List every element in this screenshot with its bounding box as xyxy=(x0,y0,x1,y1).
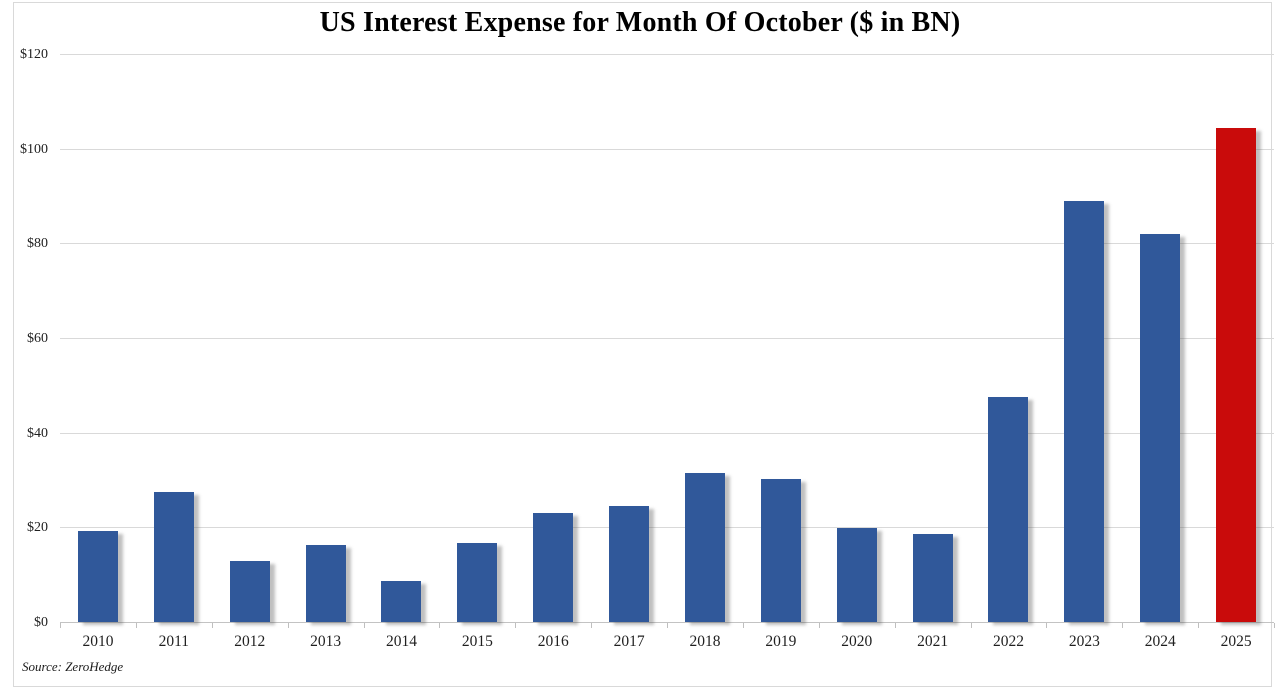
x-tick-mark xyxy=(1122,623,1124,628)
bar-2014 xyxy=(381,581,422,622)
x-tick-label-2016: 2016 xyxy=(537,633,569,650)
x-tick-label-2013: 2013 xyxy=(310,633,342,650)
x-tick-mark xyxy=(970,623,972,628)
bar-2010 xyxy=(77,530,118,622)
x-axis-line xyxy=(60,622,1274,623)
x-tick-mark xyxy=(1046,623,1048,628)
x-tick-label-2010: 2010 xyxy=(82,633,114,650)
x-tick-mark xyxy=(211,623,213,628)
gridline-60 xyxy=(60,338,1274,339)
x-tick-label-2025: 2025 xyxy=(1220,633,1252,650)
x-tick-label-2021: 2021 xyxy=(917,633,949,650)
bar-2017 xyxy=(609,506,650,622)
x-tick-label-2015: 2015 xyxy=(461,633,493,650)
source-note: Source: ZeroHedge xyxy=(22,659,124,674)
bar-2022 xyxy=(988,397,1029,622)
gridline-120 xyxy=(60,54,1274,55)
x-tick-label-2017: 2017 xyxy=(613,633,645,650)
gridline-80 xyxy=(60,243,1274,245)
bar-2023 xyxy=(1064,201,1105,622)
y-tick-label-100: $100 xyxy=(20,141,48,157)
x-tick-mark xyxy=(135,623,137,628)
x-tick-mark xyxy=(60,623,61,628)
chart-title: US Interest Expense for Month Of October… xyxy=(319,7,961,38)
bar-2021 xyxy=(912,533,953,622)
x-tick-label-2019: 2019 xyxy=(765,633,797,650)
bar-2018 xyxy=(684,472,725,622)
x-tick-mark xyxy=(818,623,820,628)
bar-2025 xyxy=(1216,127,1257,622)
x-tick-mark xyxy=(439,623,441,628)
x-tick-mark xyxy=(591,623,593,628)
y-tick-label-120: $120 xyxy=(20,47,48,62)
x-tick-mark xyxy=(667,623,668,628)
x-tick-label-2022: 2022 xyxy=(992,633,1024,650)
x-tick-mark xyxy=(515,623,517,628)
x-tick-mark xyxy=(1198,623,1200,628)
x-tick-label-2024: 2024 xyxy=(1144,633,1176,650)
bar-2016 xyxy=(533,513,574,622)
bar-2019 xyxy=(760,479,801,622)
x-tick-label-2018: 2018 xyxy=(689,633,721,650)
bar-2013 xyxy=(305,544,346,622)
x-tick-label-2012: 2012 xyxy=(234,633,266,650)
bar-2024 xyxy=(1140,234,1181,622)
x-tick-mark xyxy=(363,623,365,628)
y-tick-label-60: $60 xyxy=(27,331,48,346)
bar-2011 xyxy=(153,491,194,622)
x-tick-label-2023: 2023 xyxy=(1068,633,1100,650)
x-tick-label-2020: 2020 xyxy=(841,633,873,650)
gridline-20 xyxy=(60,527,1274,529)
bar-2012 xyxy=(229,561,270,622)
y-tick-label-0: $0 xyxy=(34,615,48,630)
gridline-100 xyxy=(60,148,1274,150)
gridline-40 xyxy=(60,432,1274,434)
x-tick-label-2014: 2014 xyxy=(385,633,417,650)
x-tick-mark xyxy=(1274,623,1275,628)
y-tick-label-80: $80 xyxy=(27,236,48,252)
bar-2015 xyxy=(457,542,498,622)
y-tick-label-20: $20 xyxy=(27,520,48,536)
plot-area xyxy=(60,54,1274,623)
bar-2020 xyxy=(836,527,877,622)
x-tick-label-2011: 2011 xyxy=(158,633,190,650)
x-tick-mark xyxy=(287,623,289,628)
x-tick-mark xyxy=(742,623,744,628)
x-tick-mark xyxy=(894,623,896,628)
y-tick-label-40: $40 xyxy=(27,425,48,441)
